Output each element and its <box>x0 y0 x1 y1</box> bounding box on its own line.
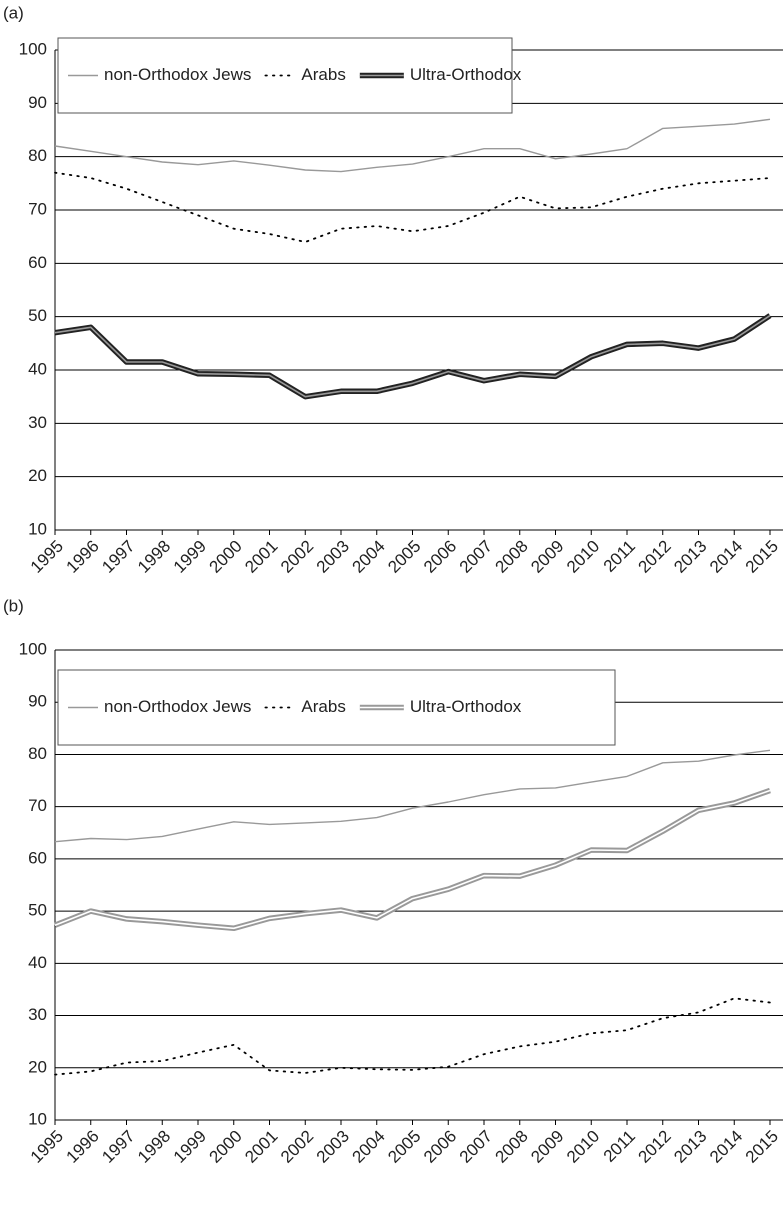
y-tick-label: 20 <box>28 1057 47 1076</box>
y-tick-label: 60 <box>28 253 47 272</box>
x-tick-label: 2013 <box>670 537 710 577</box>
legend-box <box>57 669 616 746</box>
x-tick-label: 1997 <box>98 537 138 577</box>
y-tick-label: 60 <box>28 848 47 867</box>
x-tick-label: 2004 <box>349 537 389 577</box>
y-tick-label: 50 <box>28 306 47 325</box>
x-tick-label: 2002 <box>277 537 317 577</box>
x-tick-label: 2014 <box>706 1127 746 1167</box>
x-tick-label: 2005 <box>384 1127 424 1167</box>
y-tick-label: 70 <box>28 796 47 815</box>
x-tick-label: 2001 <box>241 537 281 577</box>
x-tick-label: 2011 <box>600 1127 639 1166</box>
x-tick-label: 1999 <box>170 537 210 577</box>
y-tick-label: 30 <box>28 413 47 432</box>
y-tick-label: 100 <box>19 39 47 58</box>
x-tick-label: 2008 <box>492 1127 532 1167</box>
y-tick-label: 70 <box>28 199 47 218</box>
x-tick-label: 2015 <box>742 537 782 577</box>
chart-title: (a) <box>3 3 24 22</box>
y-tick-label: 40 <box>28 953 47 972</box>
x-tick-label: 2003 <box>313 537 353 577</box>
legend-label: Arabs <box>301 65 345 84</box>
x-tick-label: 2001 <box>241 1127 281 1167</box>
y-tick-label: 80 <box>28 146 47 165</box>
series-line <box>53 787 771 932</box>
legend-label: Ultra-Orthodox <box>410 697 522 716</box>
x-tick-label: 2003 <box>313 1127 353 1167</box>
x-tick-label: 2004 <box>349 1127 389 1167</box>
x-tick-label: 2002 <box>277 1127 317 1167</box>
series-line-inner <box>54 789 771 930</box>
x-tick-label: 2009 <box>527 1127 567 1167</box>
y-tick-label: 80 <box>28 744 47 763</box>
x-tick-label: 2012 <box>635 537 675 577</box>
x-tick-label: 1996 <box>63 537 103 577</box>
x-tick-label: 2007 <box>456 1127 496 1167</box>
x-tick-label: 1997 <box>98 1127 138 1167</box>
x-tick-label: 2007 <box>456 537 496 577</box>
x-tick-label: 2014 <box>706 537 746 577</box>
y-tick-label: 10 <box>28 1109 47 1128</box>
y-tick-label: 10 <box>28 519 47 538</box>
series-line <box>54 313 772 400</box>
x-tick-label: 2000 <box>206 537 246 577</box>
x-tick-label: 1998 <box>134 537 174 577</box>
series-line <box>54 171 771 243</box>
x-tick-label: 2011 <box>600 537 639 576</box>
y-tick-label: 20 <box>28 466 47 485</box>
series-line-inner <box>54 314 771 398</box>
x-tick-label: 2005 <box>384 537 424 577</box>
x-tick-label: 1996 <box>63 1127 103 1167</box>
x-tick-label: 1995 <box>27 537 67 577</box>
y-tick-label: 30 <box>28 1005 47 1024</box>
x-tick-label: 1998 <box>134 1127 174 1167</box>
x-tick-label: 2006 <box>420 1127 460 1167</box>
y-tick-label: 50 <box>28 901 47 920</box>
series-line <box>54 749 771 843</box>
legend-label: Ultra-Orthodox <box>410 65 522 84</box>
y-tick-label: 90 <box>28 692 47 711</box>
x-tick-label: 1999 <box>170 1127 210 1167</box>
x-tick-label: 2006 <box>420 537 460 577</box>
series-line <box>54 997 771 1076</box>
series-line <box>54 118 771 173</box>
x-tick-label: 2000 <box>206 1127 246 1167</box>
y-tick-label: 40 <box>28 359 47 378</box>
x-tick-label: 2009 <box>527 537 567 577</box>
legend-label: Arabs <box>301 697 345 716</box>
legend-label: non-Orthodox Jews <box>104 697 251 716</box>
y-tick-label: 90 <box>28 93 47 112</box>
x-tick-label: 2015 <box>742 1127 782 1167</box>
x-tick-label: 2012 <box>635 1127 675 1167</box>
legend-box <box>57 37 513 114</box>
legend-label: non-Orthodox Jews <box>104 65 251 84</box>
x-tick-label: 2008 <box>492 537 532 577</box>
y-tick-label: 100 <box>19 639 47 658</box>
x-tick-label: 1995 <box>27 1127 67 1167</box>
chart-title: (b) <box>3 596 24 615</box>
x-tick-label: 2010 <box>563 1127 603 1167</box>
x-tick-label: 2010 <box>563 537 603 577</box>
x-tick-label: 2013 <box>670 1127 710 1167</box>
